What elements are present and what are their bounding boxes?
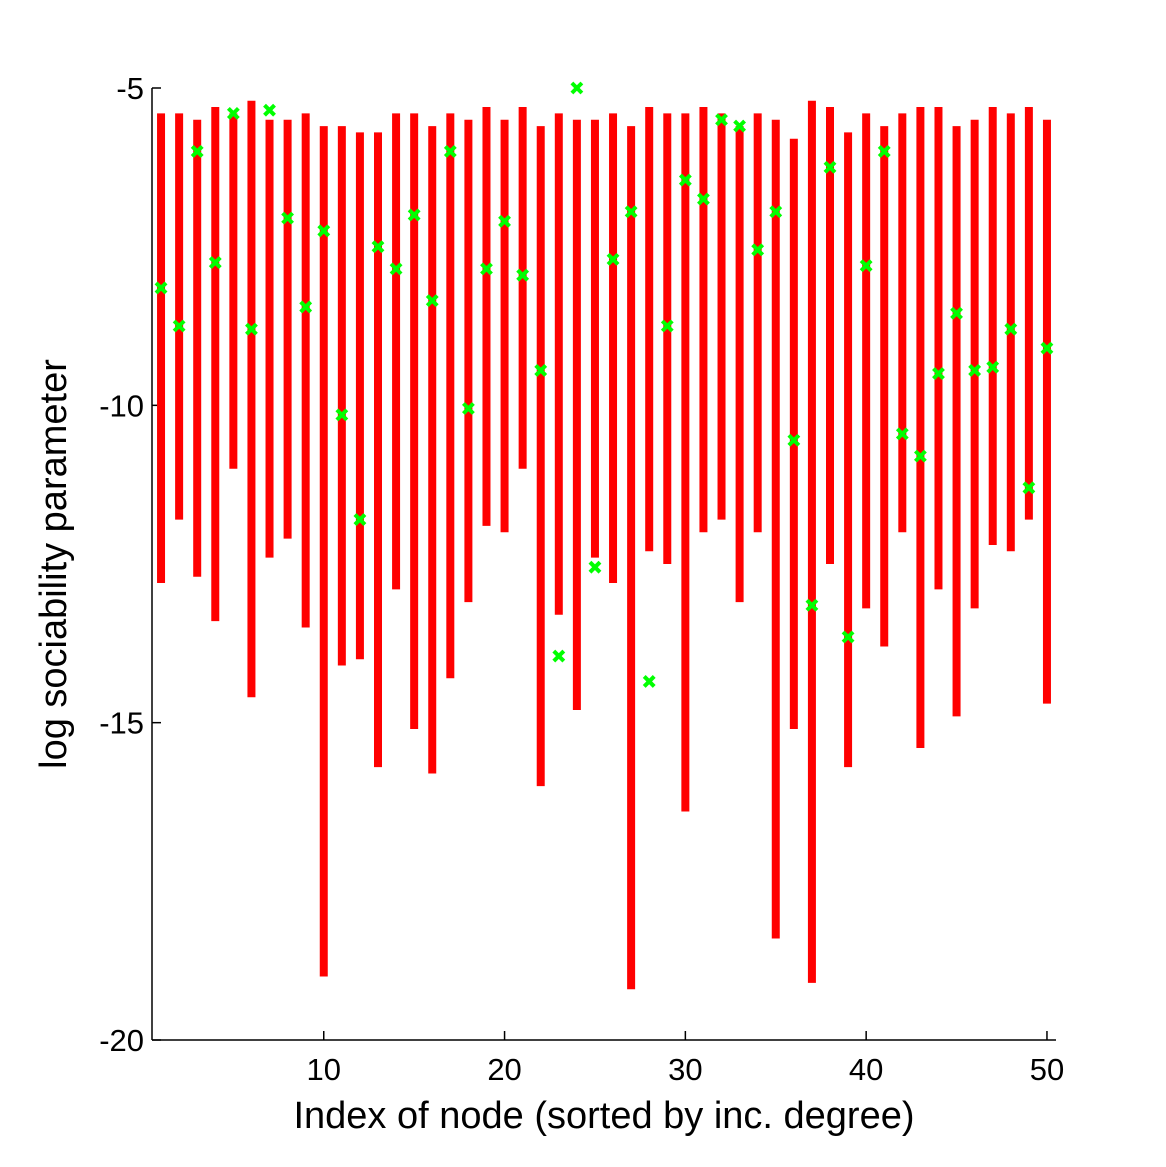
y-tick-label: -20 <box>99 1023 144 1058</box>
estimate-marker <box>841 630 855 644</box>
estimate-marker <box>733 119 747 133</box>
y-axis-label: log sociability parameter <box>33 359 75 769</box>
estimate-marker <box>299 300 313 314</box>
estimate-marker <box>281 211 295 225</box>
estimate-marker <box>823 160 837 174</box>
x-ticks: 10 20 30 40 50 <box>307 1031 1064 1087</box>
plot-area: 10 20 30 40 50 -5 -10 -15 -20 <box>99 71 1064 1087</box>
x-tick-label: 40 <box>849 1052 883 1087</box>
estimate-marker <box>335 408 349 422</box>
x-tick-label: 30 <box>668 1052 702 1087</box>
estimate-marker <box>895 427 909 441</box>
estimate-marker <box>407 208 421 222</box>
estimate-marker <box>245 322 258 336</box>
estimate-marker <box>877 145 891 158</box>
estimate-marker <box>534 364 548 377</box>
y-tick-label: -15 <box>99 706 144 741</box>
estimate-marker <box>932 367 945 381</box>
estimate-marker <box>968 364 982 377</box>
estimate-marker <box>172 319 186 333</box>
estimate-marker <box>226 106 240 120</box>
estimate-marker <box>154 281 168 295</box>
estimate-marker <box>678 173 692 187</box>
interval-bars <box>157 100 1051 990</box>
estimate-marker <box>208 256 222 269</box>
estimate-marker <box>913 449 927 463</box>
estimate-marker <box>516 268 530 282</box>
x-tick-label: 10 <box>307 1052 341 1087</box>
estimate-marker <box>787 433 801 447</box>
estimate-marker <box>371 240 385 254</box>
y-tick-label: -5 <box>116 71 144 106</box>
estimate-marker <box>389 262 403 276</box>
estimate-marker <box>986 360 1000 374</box>
estimate-marker <box>317 224 331 238</box>
estimate-marker <box>606 252 620 266</box>
estimate-marker <box>353 513 367 526</box>
x-tick-label: 20 <box>487 1052 521 1087</box>
estimate-marker <box>859 259 873 273</box>
estimate-marker <box>570 81 584 95</box>
estimate-marker <box>552 649 566 663</box>
estimate-marker <box>498 214 511 228</box>
estimate-marker <box>751 243 765 257</box>
estimate-marker <box>461 402 475 415</box>
estimate-marker <box>263 103 276 117</box>
estimate-marker <box>1004 322 1018 336</box>
estimate-marker <box>950 306 963 320</box>
estimate-markers <box>154 81 1054 688</box>
estimate-marker <box>715 113 728 127</box>
estimate-marker <box>769 205 783 219</box>
estimate-marker <box>805 598 819 612</box>
estimate-marker <box>642 674 656 688</box>
y-tick-label: -10 <box>99 388 144 423</box>
estimate-marker <box>660 319 674 333</box>
x-tick-label: 50 <box>1030 1052 1064 1087</box>
estimate-marker <box>443 145 457 158</box>
estimate-marker <box>588 560 602 574</box>
estimate-marker <box>480 262 493 276</box>
estimate-marker <box>425 294 439 308</box>
estimate-marker <box>697 192 710 206</box>
estimate-marker <box>1040 341 1054 355</box>
estimate-marker <box>1022 481 1036 495</box>
x-axis-label: Index of node (sorted by inc. degree) <box>293 1095 914 1137</box>
estimate-marker <box>190 145 204 158</box>
estimate-marker <box>624 205 638 219</box>
y-ticks: -5 -10 -15 -20 <box>99 71 161 1058</box>
